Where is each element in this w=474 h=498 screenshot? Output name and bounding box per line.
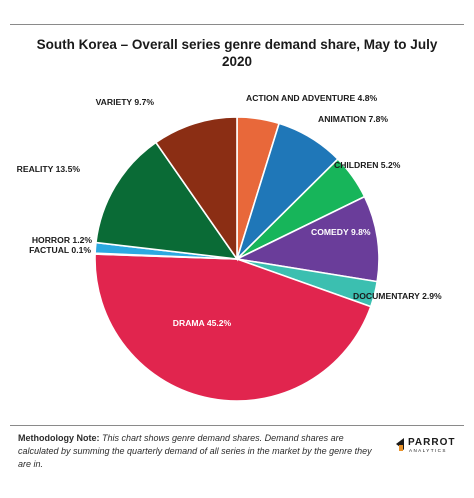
pie-slice-drama — [94, 253, 372, 402]
logo-name: PARROT — [408, 437, 456, 448]
slice-label-action-and-adventure: ACTION AND ADVENTURE 4.8% — [246, 93, 378, 103]
top-divider — [10, 24, 464, 25]
logo-sub: ANALYTICS — [409, 448, 447, 453]
slice-label-variety: VARIETY 9.7% — [96, 97, 155, 107]
slice-label-comedy: COMEDY 9.8% — [311, 227, 371, 237]
slice-label-horror: HORROR 1.2% — [32, 235, 93, 245]
pie-slice-comedy — [234, 195, 380, 283]
slice-label-drama: DRAMA 45.2% — [173, 318, 232, 328]
slice-label-children: CHILDREN 5.2% — [334, 160, 401, 170]
parrot-analytics-logo: PARROT ANALYTICS — [396, 436, 466, 458]
slice-label-animation: ANIMATION 7.8% — [318, 114, 388, 124]
slice-label-factual: FACTUAL 0.1% — [29, 245, 91, 255]
methodology-note-text: This chart shows genre demand shares. De… — [18, 433, 372, 469]
parrot-logo-accent — [399, 445, 403, 451]
pie-slice-variety — [154, 116, 238, 262]
methodology-note: Methodology Note: This chart shows genre… — [18, 432, 376, 471]
chart-title: South Korea – Overall series genre deman… — [36, 37, 438, 69]
footer-divider — [10, 425, 464, 426]
pie-slices — [94, 116, 380, 402]
pie-slice-reality — [95, 141, 239, 261]
parrot-logo-icon — [396, 438, 404, 450]
methodology-note-label: Methodology Note: — [18, 433, 100, 443]
slice-label-documentary: DOCUMENTARY 2.9% — [353, 291, 442, 301]
slice-label-reality: REALITY 13.5% — [17, 164, 81, 174]
pie-labels: ACTION AND ADVENTURE 4.8% ANIMATION 7.8% C… — [17, 93, 442, 328]
